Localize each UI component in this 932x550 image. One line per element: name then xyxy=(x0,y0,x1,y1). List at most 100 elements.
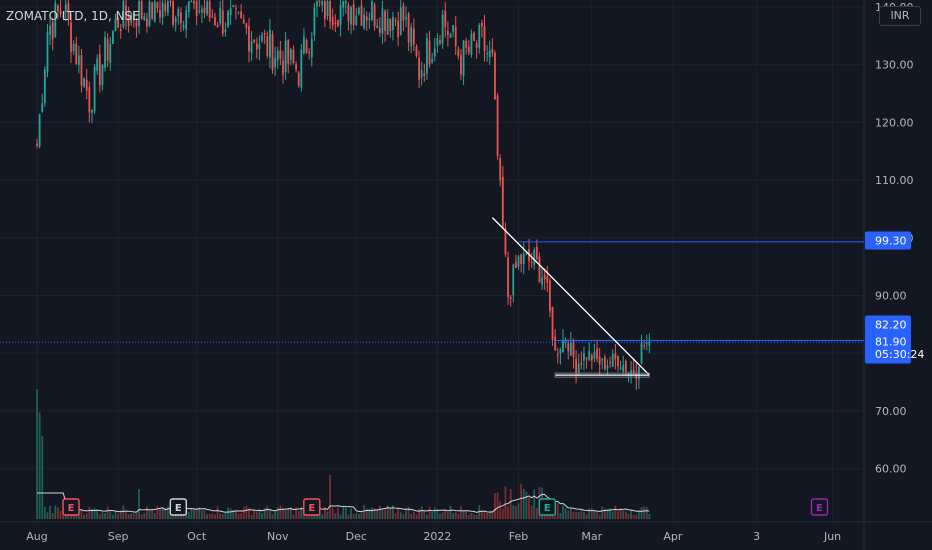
candle-body xyxy=(43,69,46,103)
price-tick-label: 70.00 xyxy=(875,405,907,418)
volume-bar xyxy=(357,513,360,519)
volume-bar xyxy=(488,512,491,519)
volume-bar xyxy=(530,505,533,519)
volume-bar xyxy=(49,505,51,519)
volume-bar xyxy=(104,513,106,519)
volume-bar xyxy=(499,501,502,519)
earnings-marker-label: E xyxy=(308,503,315,514)
time-tick-label: Apr xyxy=(663,530,683,543)
candle-body xyxy=(72,43,75,51)
candle-body xyxy=(85,79,88,91)
candle-body xyxy=(114,18,117,32)
price-tag xyxy=(865,332,911,364)
volume-bar xyxy=(83,514,86,519)
candle-body xyxy=(517,256,520,268)
volume-bar xyxy=(227,507,229,519)
candle-body xyxy=(488,50,491,58)
price-tag-label: 99.30 xyxy=(875,235,907,248)
candle-body xyxy=(632,369,635,374)
volume-bar xyxy=(195,508,198,519)
price-tick-label: 60.00 xyxy=(875,463,907,476)
volume-bar xyxy=(240,513,243,519)
volume-bar xyxy=(491,510,494,519)
volume-moving-average xyxy=(37,492,650,513)
candle-body xyxy=(465,40,468,49)
candle-body xyxy=(93,66,96,112)
candle-body xyxy=(575,358,578,373)
volume-bar xyxy=(203,509,206,519)
candle-body xyxy=(590,355,593,361)
volume-bar xyxy=(635,514,638,519)
volume-bar xyxy=(501,508,504,519)
candle-body xyxy=(180,12,182,24)
candle-body xyxy=(245,23,248,28)
candle-body xyxy=(242,19,245,24)
volume-bar xyxy=(365,508,368,519)
volume-bar xyxy=(520,484,523,519)
candle-body xyxy=(177,9,180,17)
candle-body xyxy=(284,40,287,73)
time-tick-label: Aug xyxy=(26,530,47,543)
candle-body xyxy=(562,339,564,353)
candle-body xyxy=(457,49,460,57)
candle-body xyxy=(329,1,332,22)
candle-body xyxy=(297,72,300,86)
volume-bar xyxy=(355,512,358,519)
candle-body xyxy=(363,14,366,29)
candle-body xyxy=(174,18,177,23)
candle-body xyxy=(88,86,91,113)
candle-body xyxy=(250,41,253,54)
volume-bar xyxy=(344,507,347,519)
volume-bar xyxy=(43,507,46,519)
volume-bar xyxy=(292,514,295,519)
candle-body xyxy=(117,17,120,28)
candle-body xyxy=(572,340,575,358)
time-tick-label: Dec xyxy=(346,530,367,543)
candle-body xyxy=(504,228,507,255)
volume-bar xyxy=(206,514,209,519)
volume-bar xyxy=(38,412,41,519)
candle-body xyxy=(135,21,138,27)
candle-body xyxy=(470,33,473,55)
candle-body xyxy=(36,143,38,146)
volume-bar xyxy=(130,513,133,519)
candle-body xyxy=(483,26,486,51)
candle-body xyxy=(323,1,326,20)
earnings-marker xyxy=(810,498,829,516)
currency-badge[interactable]: INR xyxy=(879,6,921,26)
volume-bar xyxy=(276,507,279,519)
candle-body xyxy=(402,5,405,21)
candle-body xyxy=(156,2,159,9)
volume-bar xyxy=(114,511,117,519)
volume-bar xyxy=(509,489,512,519)
volume-bar xyxy=(153,512,156,519)
candle-body xyxy=(229,8,232,16)
candle-body xyxy=(365,16,368,21)
candle-body xyxy=(64,4,67,13)
time-tick-label: 3 xyxy=(753,530,760,543)
symbol-title[interactable]: ZOMATO LTD, 1D, NSE xyxy=(6,9,140,23)
volume-bar xyxy=(627,513,630,519)
candle-body xyxy=(577,363,580,373)
volume-bar xyxy=(630,510,632,519)
volume-bar xyxy=(617,511,619,519)
candle-body xyxy=(240,11,243,18)
candle-body xyxy=(452,25,455,32)
time-axis[interactable]: Aug Sep Oct Nov Dec 2022 Feb Mar Apr 3 Jun xyxy=(26,530,841,543)
candle-body xyxy=(473,32,475,41)
candle-body xyxy=(59,10,62,15)
candle-body xyxy=(428,40,431,65)
volume-bar xyxy=(36,389,38,519)
volume-bar xyxy=(266,505,269,519)
candle-body xyxy=(525,252,528,255)
volume-bar xyxy=(528,497,530,519)
volume-bar xyxy=(470,513,473,519)
volume-bar xyxy=(632,514,635,519)
volume-bar xyxy=(323,506,326,519)
volume-bar xyxy=(193,509,195,519)
earnings-marker xyxy=(169,498,188,516)
candle-body xyxy=(520,254,523,265)
candle-body xyxy=(159,9,161,18)
earnings-marker xyxy=(538,498,557,516)
